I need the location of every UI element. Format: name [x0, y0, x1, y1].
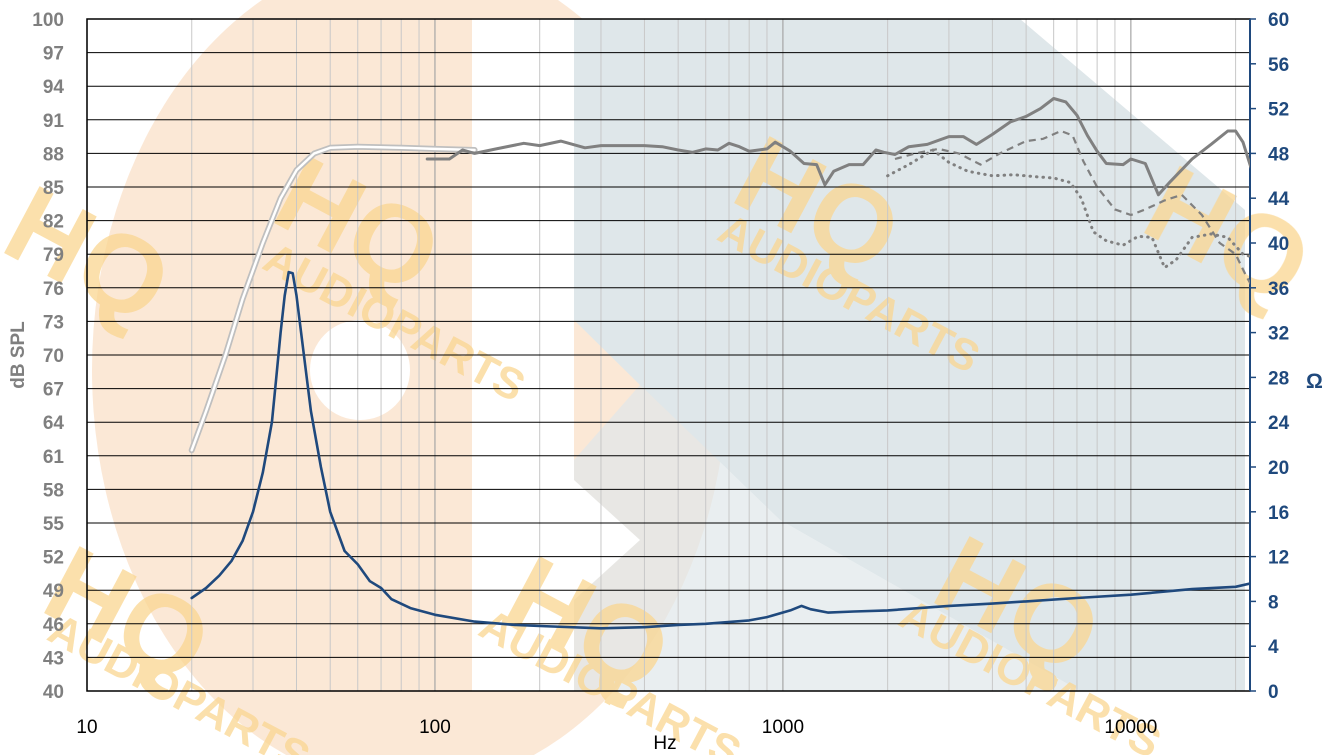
left-tick-label: 73: [43, 312, 64, 333]
left-tick-label: 61: [43, 447, 65, 468]
right-tick-label: 28: [1268, 368, 1289, 389]
left-tick-label: 43: [43, 648, 64, 669]
left-tick-label: 52: [43, 548, 64, 569]
left-tick-label: 100: [32, 10, 64, 31]
right-tick-label: 52: [1268, 100, 1289, 121]
left-tick-label: 85: [43, 178, 65, 199]
right-tick-label: 48: [1268, 144, 1289, 165]
y-axis-right-title: Ω: [1306, 370, 1323, 393]
left-tick-label: 94: [43, 77, 65, 98]
right-tick-label: 44: [1268, 189, 1290, 210]
left-axis-ticks: 40 43 46 49 52 55 58 61 64 67 70 73 76 79 82 85 88 91 94 97…: [32, 10, 64, 703]
x-tick-label: 10000: [1104, 717, 1157, 738]
right-tick-label: 60: [1268, 10, 1289, 31]
right-tick-label: 24: [1268, 413, 1290, 434]
right-tick-label: 4: [1268, 637, 1279, 658]
impedance-line: [190, 270, 1250, 630]
left-tick-label: 82: [43, 212, 64, 233]
right-tick-label: 32: [1268, 324, 1289, 345]
spl-onaxis-line: [425, 97, 1250, 197]
left-tick-label: 40: [43, 682, 64, 703]
x-axis-title: Hz: [653, 733, 676, 754]
left-tick-label: 79: [43, 245, 64, 266]
spl-offaxis-dashed-line: [894, 129, 1250, 286]
left-tick-label: 67: [43, 380, 64, 401]
spl-offaxis-dotted-line: [886, 148, 1250, 270]
left-tick-label: 88: [43, 144, 64, 165]
right-tick-label: 8: [1268, 592, 1279, 613]
right-tick-label: 40: [1268, 234, 1289, 255]
left-tick-label: 49: [43, 581, 64, 602]
right-tick-label: 12: [1268, 548, 1289, 569]
x-axis-ticks: 10 100 1000 10000: [76, 717, 1157, 738]
x-tick-label: 100: [419, 717, 451, 738]
left-tick-label: 97: [43, 44, 64, 65]
plot-grid: [86, 18, 1250, 692]
y-axis-left-title: dB SPL: [8, 321, 29, 389]
left-tick-label: 55: [43, 514, 65, 535]
x-tick-label: 1000: [762, 717, 804, 738]
left-tick-label: 64: [43, 413, 65, 434]
right-tick-label: 20: [1268, 458, 1289, 479]
right-tick-label: 36: [1268, 279, 1289, 300]
left-tick-label: 76: [43, 279, 64, 300]
spl-lowfreq-line: [190, 145, 476, 452]
x-tick-label: 10: [76, 717, 97, 738]
right-tick-label: 16: [1268, 503, 1289, 524]
series-layer: [188, 97, 1250, 630]
left-tick-label: 91: [43, 111, 65, 132]
right-tick-label: 56: [1268, 55, 1289, 76]
left-tick-label: 46: [43, 615, 64, 636]
right-tick-label: 0: [1268, 682, 1279, 703]
left-tick-label: 70: [43, 346, 64, 367]
left-tick-label: 58: [43, 480, 64, 501]
